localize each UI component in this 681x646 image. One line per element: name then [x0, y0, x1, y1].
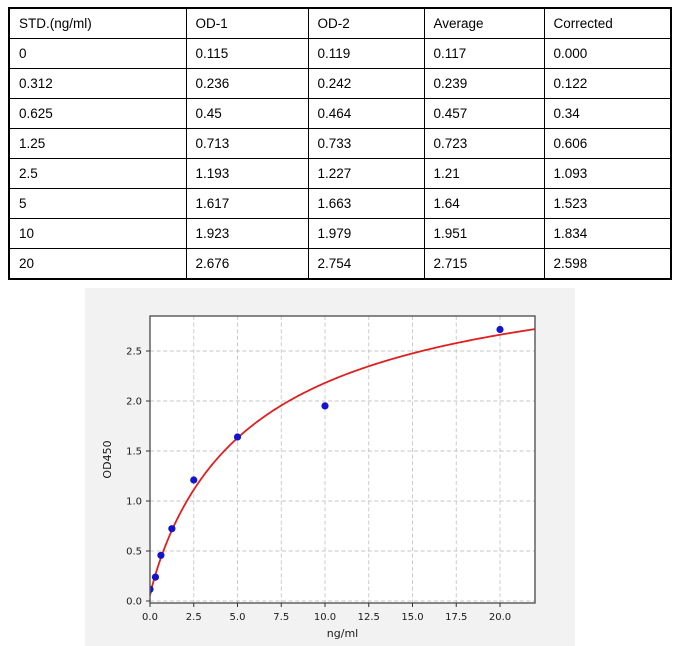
x-tick-label: 7.5 — [273, 612, 289, 623]
table-cell: 0.45 — [185, 98, 309, 129]
table-cell: 0.606 — [543, 128, 672, 159]
column-header: STD.(ng/ml) — [8, 7, 187, 39]
column-header: OD-2 — [307, 7, 425, 39]
table-cell: 5 — [8, 188, 187, 219]
table-cell: 0.312 — [8, 68, 187, 99]
y-tick-label: 2.5 — [126, 347, 142, 358]
table-row: 0.312 0.236 0.242 0.239 0.122 — [8, 68, 672, 99]
y-tick-label: 0.5 — [126, 547, 142, 558]
x-axis-label: ng/ml — [327, 627, 358, 640]
table-cell: 20 — [8, 248, 187, 280]
y-tick-label: 0.0 — [126, 597, 142, 608]
table-cell: 1.923 — [185, 218, 309, 249]
x-tick-label: 15.0 — [401, 612, 423, 623]
table-cell: 1.227 — [307, 158, 425, 189]
table-cell: 1.979 — [307, 218, 425, 249]
table-cell: 1.193 — [185, 158, 309, 189]
table-row: 10 1.923 1.979 1.951 1.834 — [8, 218, 672, 249]
table-cell: 0 — [8, 38, 187, 69]
column-header: OD-1 — [185, 7, 309, 39]
table-row: 20 2.676 2.754 2.715 2.598 — [8, 248, 672, 280]
scatter-point — [157, 551, 165, 559]
x-tick-label: 2.5 — [186, 612, 202, 623]
table-cell: 1.951 — [423, 218, 545, 249]
table-cell: 2.5 — [8, 158, 187, 189]
standards-table: STD.(ng/ml) OD-1 OD-2 Average Corrected 0 0.1… — [8, 7, 672, 280]
table-cell: 10 — [8, 218, 187, 249]
table-cell: 0.733 — [307, 128, 425, 159]
table-cell: 0.000 — [543, 38, 672, 69]
x-tick-label: 17.5 — [445, 612, 467, 623]
table-cell: 1.25 — [8, 128, 187, 159]
table-cell: 2.754 — [307, 248, 425, 280]
plot-border — [149, 315, 536, 604]
table-cell: 1.523 — [543, 188, 672, 219]
table-cell: 2.598 — [543, 248, 672, 280]
column-header: Corrected — [543, 7, 672, 39]
y-tick-label: 2.0 — [126, 397, 142, 408]
scatter-point — [321, 402, 329, 410]
table-row: 0 0.115 0.119 0.117 0.000 — [8, 38, 672, 69]
table-cell: 0.34 — [543, 98, 672, 129]
table-cell: 0.115 — [185, 38, 309, 69]
scatter-point — [150, 585, 154, 593]
table-row: 1.25 0.713 0.733 0.723 0.606 — [8, 128, 672, 159]
table-cell: 0.242 — [307, 68, 425, 99]
table-cell: 0.239 — [423, 68, 545, 99]
y-axis-label: OD450 — [101, 440, 114, 478]
table-cell: 2.715 — [423, 248, 545, 280]
scatter-point — [190, 476, 198, 484]
x-tick-label: 20.0 — [489, 612, 511, 623]
standard-curve-chart: 0.0 2.5 5.0 7.5 10.0 12.5 15.0 17.5 20.0 0.0 0.5 1.… — [101, 315, 536, 640]
x-tick-label: 5.0 — [230, 612, 246, 623]
table-cell: 0.122 — [543, 68, 672, 99]
x-tick-label: 12.5 — [358, 612, 380, 623]
table-cell: 0.723 — [423, 128, 545, 159]
column-header: Average — [423, 7, 545, 39]
table-row: 2.5 1.193 1.227 1.21 1.093 — [8, 158, 672, 189]
table-cell: 0.625 — [8, 98, 187, 129]
scatter-point — [496, 325, 504, 334]
table-cell: 1.663 — [307, 188, 425, 219]
table-cell: 0.236 — [185, 68, 309, 99]
plot-area — [150, 316, 535, 603]
scatter-point — [151, 573, 160, 581]
table-cell: 2.676 — [185, 248, 309, 280]
x-tick-label: 10.0 — [314, 612, 336, 623]
scatter-point — [233, 433, 242, 441]
table-cell: 1.64 — [423, 188, 545, 219]
table-cell: 1.21 — [423, 158, 545, 189]
table-row: 5 1.617 1.663 1.64 1.523 — [8, 188, 672, 219]
table-cell: 1.093 — [543, 158, 672, 189]
table-cell: 0.119 — [307, 38, 425, 69]
scatter-point — [168, 525, 176, 533]
table-header: STD.(ng/ml) OD-1 OD-2 Average Corrected — [8, 7, 672, 39]
y-tick-label: 1.5 — [126, 447, 142, 458]
header-row: STD.(ng/ml) OD-1 OD-2 Average Corrected — [8, 7, 672, 39]
table-cell: 1.617 — [185, 188, 309, 219]
fit-curve — [150, 328, 535, 596]
table-cell: 0.464 — [307, 98, 425, 129]
y-tick-label: 1.0 — [126, 497, 142, 508]
table-cell: 1.834 — [543, 218, 672, 249]
table-cell: 0.117 — [423, 38, 545, 69]
table-cell: 0.713 — [185, 128, 309, 159]
table-row: 0.625 0.45 0.464 0.457 0.34 — [8, 98, 672, 129]
table-cell: 0.457 — [423, 98, 545, 129]
standard-curve-figure: 0.0 2.5 5.0 7.5 10.0 12.5 15.0 17.5 20.0 0.0 0.5 1.… — [85, 288, 575, 646]
x-tick-label: 0.0 — [142, 612, 158, 623]
